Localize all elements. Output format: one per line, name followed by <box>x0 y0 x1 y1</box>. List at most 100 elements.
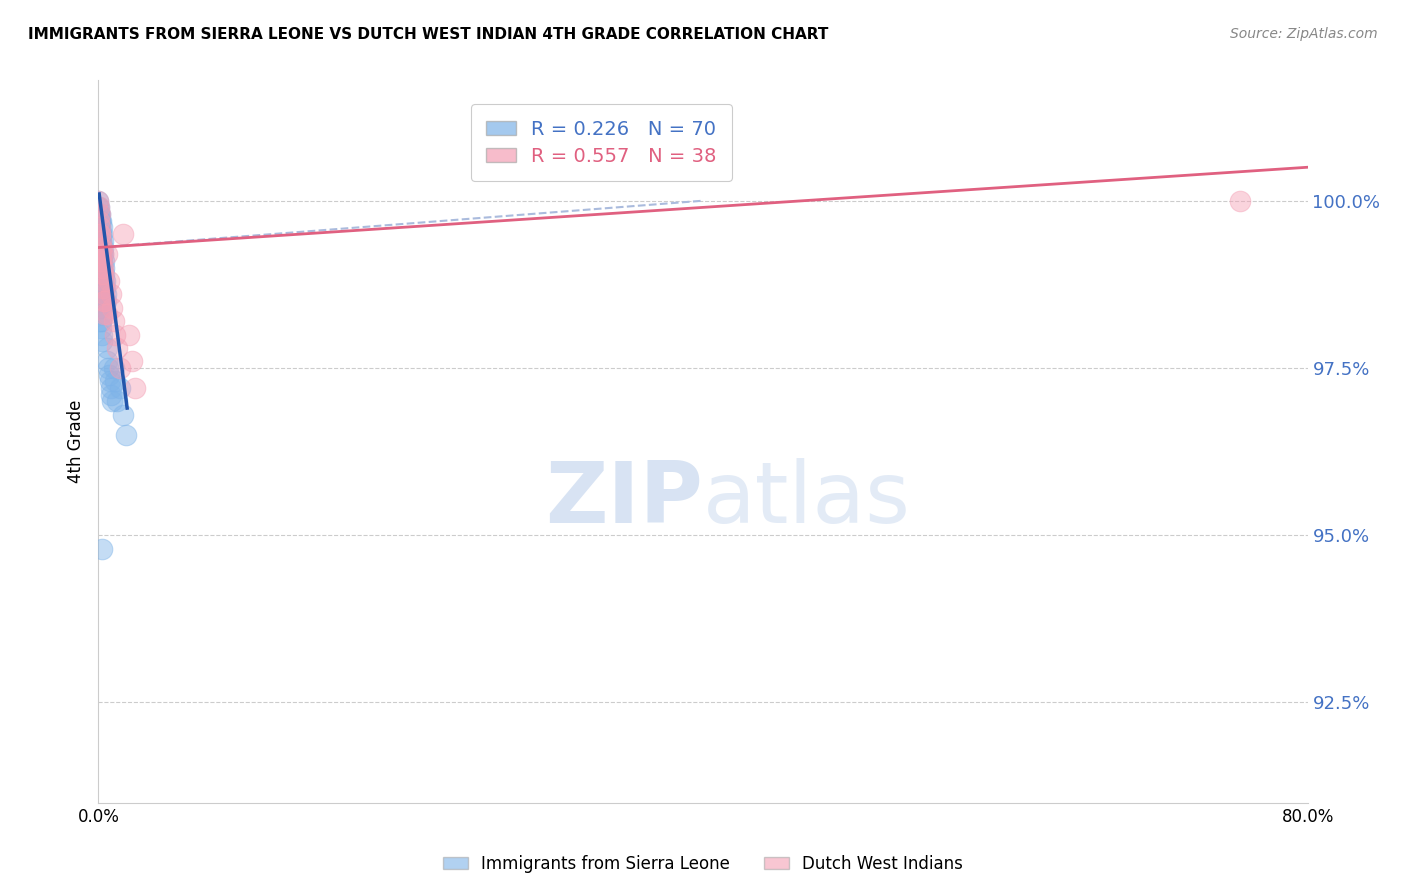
Point <box>91 267 114 281</box>
Point <box>104 374 127 388</box>
Point <box>98 368 121 382</box>
Point <box>89 213 111 227</box>
Point <box>90 247 112 261</box>
Point <box>90 220 112 235</box>
Point <box>89 200 111 214</box>
Point <box>91 227 114 241</box>
Point <box>94 287 117 301</box>
Point <box>93 293 115 308</box>
Point <box>94 293 117 308</box>
Point <box>90 314 112 328</box>
Point <box>100 287 122 301</box>
Point <box>111 408 134 422</box>
Point <box>89 274 111 288</box>
Point <box>90 253 112 268</box>
Point <box>89 207 111 221</box>
Point <box>93 260 115 275</box>
Point <box>90 321 112 335</box>
Text: Source: ZipAtlas.com: Source: ZipAtlas.com <box>1230 27 1378 41</box>
Point <box>90 227 112 241</box>
Point <box>105 394 128 409</box>
Point <box>101 301 124 315</box>
Point <box>89 280 111 294</box>
Point <box>90 253 112 268</box>
Point <box>89 293 111 308</box>
Point <box>91 240 114 254</box>
Point <box>111 227 134 241</box>
Point <box>91 334 114 348</box>
Point <box>91 247 114 261</box>
Point <box>89 227 111 241</box>
Point <box>104 327 127 342</box>
Point <box>90 541 112 556</box>
Point <box>89 267 111 281</box>
Point <box>108 381 131 395</box>
Point <box>94 280 117 294</box>
Point <box>103 360 125 375</box>
Point <box>90 234 112 248</box>
Point <box>121 354 143 368</box>
Point <box>89 234 111 248</box>
Point <box>93 287 115 301</box>
Point <box>89 227 111 241</box>
Point <box>90 213 112 227</box>
Point <box>108 360 131 375</box>
Point <box>89 280 111 294</box>
Point <box>96 354 118 368</box>
Point <box>91 240 114 254</box>
Point <box>91 234 114 248</box>
Point <box>89 220 111 235</box>
Point <box>124 381 146 395</box>
Point <box>118 327 141 342</box>
Point <box>90 327 112 342</box>
Point <box>90 314 112 328</box>
Y-axis label: 4th Grade: 4th Grade <box>66 400 84 483</box>
Point <box>91 280 114 294</box>
Point <box>91 260 114 275</box>
Point <box>98 374 121 388</box>
Point <box>93 293 115 308</box>
Point <box>87 194 110 208</box>
Point <box>89 227 111 241</box>
Point <box>90 293 112 308</box>
Point <box>89 287 111 301</box>
Point <box>90 234 112 248</box>
Point <box>97 360 120 375</box>
Point <box>90 240 112 254</box>
Point <box>91 260 114 275</box>
Point <box>93 267 115 281</box>
Point <box>89 301 111 315</box>
Point <box>105 341 128 355</box>
Point <box>96 308 118 322</box>
Point <box>90 234 112 248</box>
Point <box>96 247 118 261</box>
Point <box>87 213 110 227</box>
Point <box>89 253 111 268</box>
Point <box>89 220 111 235</box>
Point <box>91 274 114 288</box>
Point <box>87 207 110 221</box>
Point <box>90 247 112 261</box>
Point <box>90 253 112 268</box>
Point <box>87 247 110 261</box>
Point <box>103 314 125 328</box>
Point <box>89 240 111 254</box>
Point <box>93 253 115 268</box>
Point <box>90 240 112 254</box>
Point <box>89 220 111 235</box>
Point <box>89 200 111 214</box>
Point <box>98 274 121 288</box>
Legend: R = 0.226   N = 70, R = 0.557   N = 38: R = 0.226 N = 70, R = 0.557 N = 38 <box>471 104 733 181</box>
Point <box>114 427 136 442</box>
Point <box>87 194 110 208</box>
Text: ZIP: ZIP <box>546 458 703 541</box>
Point <box>91 267 114 281</box>
Point <box>93 274 115 288</box>
Point <box>87 200 110 214</box>
Point <box>91 267 114 281</box>
Point <box>1229 194 1251 208</box>
Text: atlas: atlas <box>703 458 911 541</box>
Point <box>89 227 111 241</box>
Text: IMMIGRANTS FROM SIERRA LEONE VS DUTCH WEST INDIAN 4TH GRADE CORRELATION CHART: IMMIGRANTS FROM SIERRA LEONE VS DUTCH WE… <box>28 27 828 42</box>
Point <box>89 260 111 275</box>
